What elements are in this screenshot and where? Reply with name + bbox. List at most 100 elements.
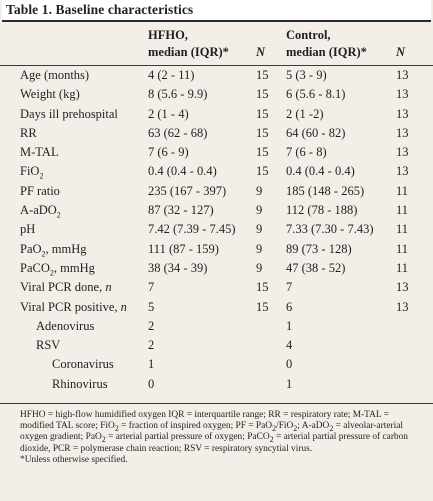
row-label: A-aDO2 — [20, 203, 61, 220]
control-value: 47 (38 - 52) — [286, 260, 346, 275]
footnote-unless: *Unless otherwise specified. — [20, 454, 128, 465]
table-row: A-aDO2 87 (32 - 127) 9 112 (78 - 188) 11 — [0, 201, 433, 220]
table-row: Coronavirus 1 0 — [0, 355, 433, 374]
hfho-n: 15 — [256, 145, 269, 160]
control-value: 1 — [286, 318, 293, 333]
table-body: Age (months) 4 (2 - 11) 15 5 (3 - 9) 13 Weigh… — [0, 66, 433, 394]
control-n: 11 — [396, 183, 409, 198]
table-bottom-rule — [0, 403, 433, 404]
table-row: Viral PCR done, n 7 15 7 13 — [0, 278, 433, 297]
control-n: 13 — [396, 87, 409, 102]
control-value: 7 (6 - 8) — [286, 145, 327, 160]
control-n: 13 — [396, 164, 409, 179]
n1-header: N — [256, 45, 266, 59]
hfho-n: 9 — [256, 183, 263, 198]
control-header-line1: Control, — [286, 28, 331, 42]
hfho-n: 15 — [256, 106, 269, 121]
hfho-value: 2 (1 - 4) — [148, 106, 189, 121]
hfho-n: 15 — [256, 87, 269, 102]
table-row: Adenovirus 2 1 — [0, 317, 433, 336]
hfho-n: 15 — [256, 164, 269, 179]
hfho-value: 8 (5.6 - 9.9) — [148, 87, 208, 102]
hfho-n: 9 — [256, 203, 263, 218]
control-n: 11 — [396, 222, 409, 237]
table-header: HFHO, median (IQR)* N Control, median (I… — [0, 24, 433, 66]
hfho-value: 111 (87 - 159) — [148, 241, 219, 256]
control-n: 11 — [396, 241, 409, 256]
control-header-line2: median (IQR)* — [286, 45, 367, 59]
control-n: 13 — [396, 125, 409, 140]
table-row: Rhinovirus 0 1 — [0, 375, 433, 394]
control-value: 7 — [286, 280, 293, 295]
table-title: Table 1. Baseline characteristics — [6, 2, 194, 17]
row-label: PF ratio — [20, 183, 60, 198]
row-label: Viral PCR positive, n — [20, 299, 127, 314]
row-label: Rhinovirus — [52, 376, 108, 391]
control-value: 7.33 (7.30 - 7.43) — [286, 222, 374, 237]
row-label: PaO2, mmHg — [20, 241, 87, 259]
hfho-value: 2 — [148, 318, 155, 333]
row-label: Days ill prehospital — [20, 106, 118, 121]
row-label: Coronavirus — [52, 357, 114, 372]
hfho-header-line2: median (IQR)* — [148, 45, 229, 59]
hfho-n: 9 — [256, 222, 263, 237]
control-value: 64 (60 - 82) — [286, 125, 346, 140]
hfho-value: 38 (34 - 39) — [148, 260, 208, 275]
row-label: Viral PCR done, n — [20, 280, 112, 295]
table-row: Viral PCR positive, n 5 15 6 13 — [0, 298, 433, 317]
control-n: 13 — [396, 145, 409, 160]
hfho-value: 63 (62 - 68) — [148, 125, 208, 140]
hfho-value: 4 (2 - 11) — [148, 68, 195, 82]
hfho-value: 7 (6 - 9) — [148, 145, 189, 160]
hfho-n: 15 — [256, 125, 269, 140]
row-label: FiO2 — [20, 164, 44, 181]
control-value: 2 (1 -2) — [286, 106, 324, 121]
table-row: FiO2 0.4 (0.4 - 0.4) 15 0.4 (0.4 - 0.4) 13 — [0, 162, 433, 181]
table-row: RSV 2 4 — [0, 336, 433, 355]
control-value: 89 (73 - 128) — [286, 241, 352, 256]
control-value: 0.4 (0.4 - 0.4) — [286, 164, 355, 179]
hfho-value: 87 (32 - 127) — [148, 203, 214, 218]
footnotes: HFHO = high-flow humidified oxygen IQR =… — [20, 410, 425, 466]
row-label: Adenovirus — [36, 318, 95, 333]
row-label: Weight (kg) — [20, 87, 80, 102]
hfho-value: 7 — [148, 280, 155, 295]
table-row: RR 63 (62 - 68) 15 64 (60 - 82) 13 — [0, 124, 433, 143]
control-value: 6 — [286, 299, 293, 314]
hfho-value: 2 — [148, 338, 155, 353]
hfho-value: 5 — [148, 299, 155, 314]
hfho-value: 7.42 (7.39 - 7.45) — [148, 222, 236, 237]
row-label: RR — [20, 125, 37, 140]
row-label: RSV — [36, 338, 61, 353]
row-label: PaCO2, mmHg — [20, 260, 95, 278]
control-n: 13 — [396, 299, 409, 314]
control-value: 6 (5.6 - 8.1) — [286, 87, 346, 102]
table-row: PaCO2, mmHg 38 (34 - 39) 9 47 (38 - 52) 11 — [0, 259, 433, 278]
table-row: M-TAL 7 (6 - 9) 15 7 (6 - 8) 13 — [0, 143, 433, 162]
footnote-abbrev: HFHO = high-flow humidified oxygen IQR =… — [20, 410, 408, 454]
row-label: pH — [20, 222, 36, 237]
hfho-value: 0 — [148, 376, 155, 391]
hfho-n: 15 — [256, 68, 269, 82]
hfho-n: 9 — [256, 241, 263, 256]
table-row: Age (months) 4 (2 - 11) 15 5 (3 - 9) 13 — [0, 66, 433, 85]
control-value: 1 — [286, 376, 293, 391]
hfho-value: 235 (167 - 397) — [148, 183, 227, 198]
hfho-n: 9 — [256, 260, 263, 275]
control-value: 4 — [286, 338, 293, 353]
hfho-n: 15 — [256, 299, 269, 314]
table-row: Days ill prehospital 2 (1 - 4) 15 2 (1 -2) 1… — [0, 105, 433, 124]
table-row: PF ratio 235 (167 - 397) 9 185 (148 - 265) 1… — [0, 182, 433, 201]
hfho-header-line1: HFHO, — [148, 28, 188, 42]
control-value: 5 (3 - 9) — [286, 68, 327, 82]
hfho-n: 15 — [256, 280, 269, 295]
hfho-value: 0.4 (0.4 - 0.4) — [148, 164, 217, 179]
table-row: Weight (kg) 8 (5.6 - 9.9) 15 6 (5.6 - 8.1) 1… — [0, 85, 433, 104]
table-row: pH 7.42 (7.39 - 7.45) 9 7.33 (7.30 - 7.43) 1… — [0, 220, 433, 239]
n2-header: N — [396, 45, 406, 59]
table-row: PaO2, mmHg 111 (87 - 159) 9 89 (73 - 128) 11 — [0, 240, 433, 259]
control-value: 112 (78 - 188) — [286, 203, 358, 218]
row-label: M-TAL — [20, 145, 59, 160]
control-n: 11 — [396, 203, 409, 218]
